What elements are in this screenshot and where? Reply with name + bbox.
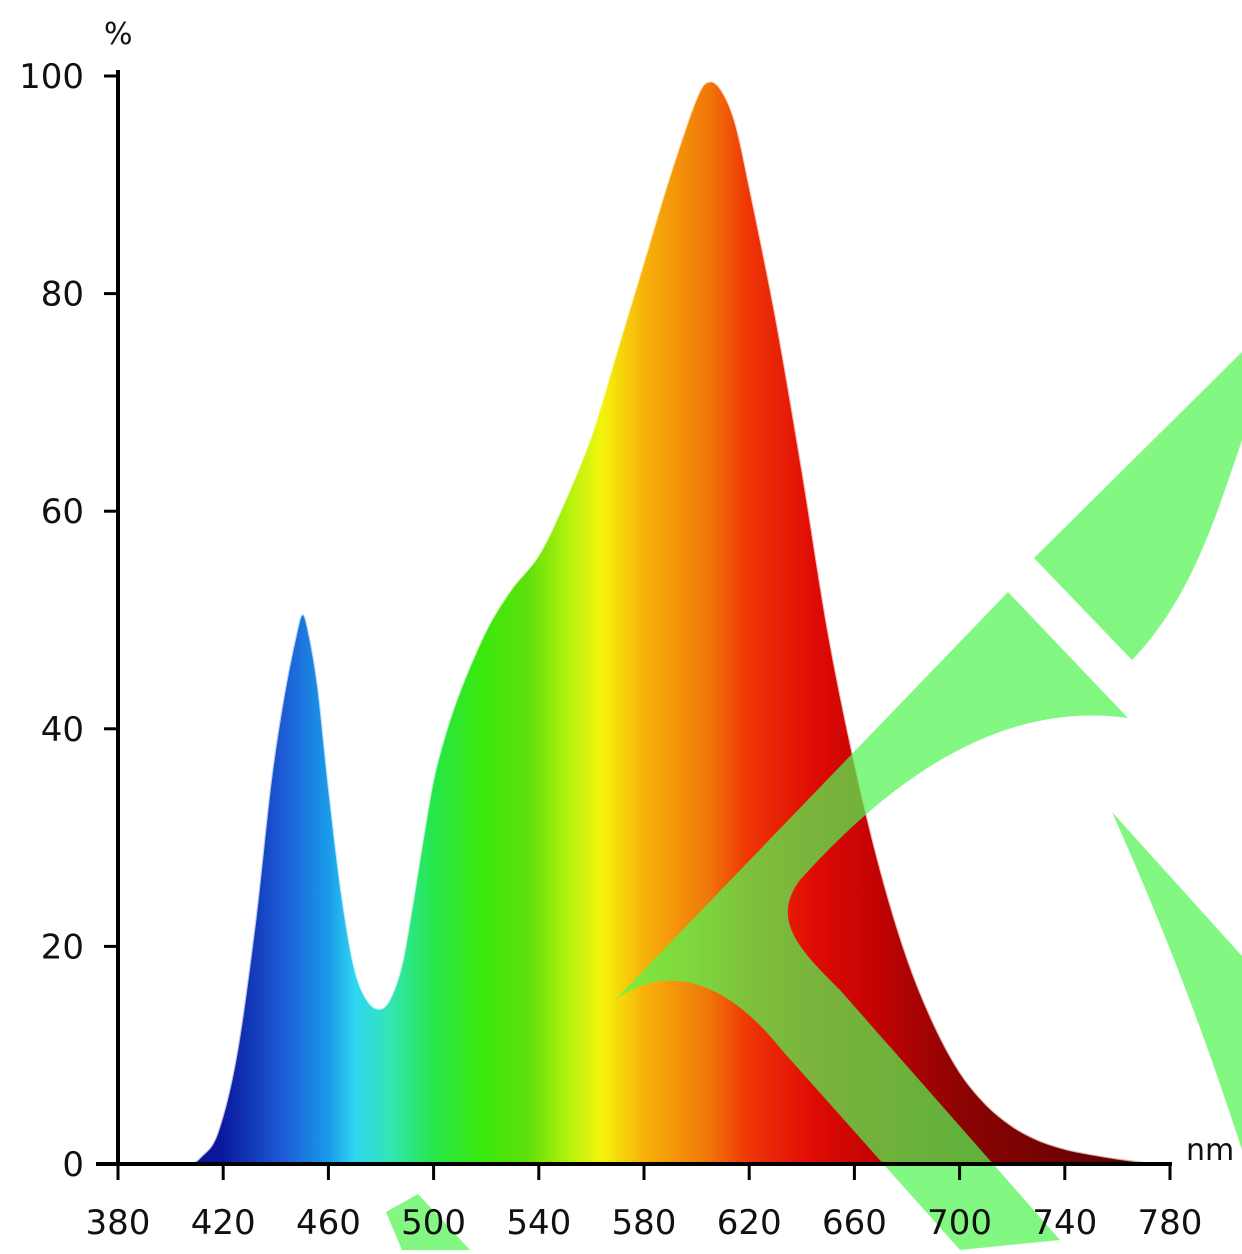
x-tick-label: 740 [1032, 1203, 1097, 1243]
x-tick-label: 780 [1138, 1203, 1203, 1243]
axes: 0 20 40 60 80 100 380 420 460 500 540 580 620 660 700… [19, 17, 1234, 1243]
y-tick-label: 100 [19, 57, 84, 97]
x-tick-label: 580 [612, 1203, 677, 1243]
x-tick-label: 700 [927, 1203, 992, 1243]
y-tick-label: 60 [41, 492, 84, 532]
watermark-logo [386, 352, 1242, 1250]
y-tick-label: 0 [62, 1145, 84, 1185]
x-tick-label: 380 [86, 1203, 151, 1243]
y-axis-label: % [104, 17, 133, 52]
watermark-stroke-middle [615, 592, 1128, 1250]
x-tick-label: 500 [401, 1203, 466, 1243]
x-tick-label: 420 [191, 1203, 256, 1243]
watermark-stroke-lower [1112, 812, 1242, 1150]
plot-area [117, 80, 1171, 1166]
watermark-stroke-bottom [386, 1194, 470, 1250]
x-tick-label: 660 [822, 1203, 887, 1243]
x-axis-label: nm [1186, 1133, 1234, 1168]
x-axis-ticks: 380 420 460 500 540 580 620 660 700 740 780 [86, 1164, 1203, 1243]
y-tick-label: 40 [41, 710, 84, 750]
y-tick-label: 20 [41, 927, 84, 967]
x-tick-label: 540 [506, 1203, 571, 1243]
spectrum-area [118, 81, 1170, 1165]
y-tick-label: 80 [41, 275, 84, 315]
x-tick-label: 460 [296, 1203, 361, 1243]
watermark-stroke-upper [1034, 352, 1242, 660]
x-tick-label: 620 [717, 1203, 782, 1243]
spectrum-curve [117, 80, 1171, 1166]
y-axis-ticks: 0 20 40 60 80 100 [19, 57, 118, 1185]
